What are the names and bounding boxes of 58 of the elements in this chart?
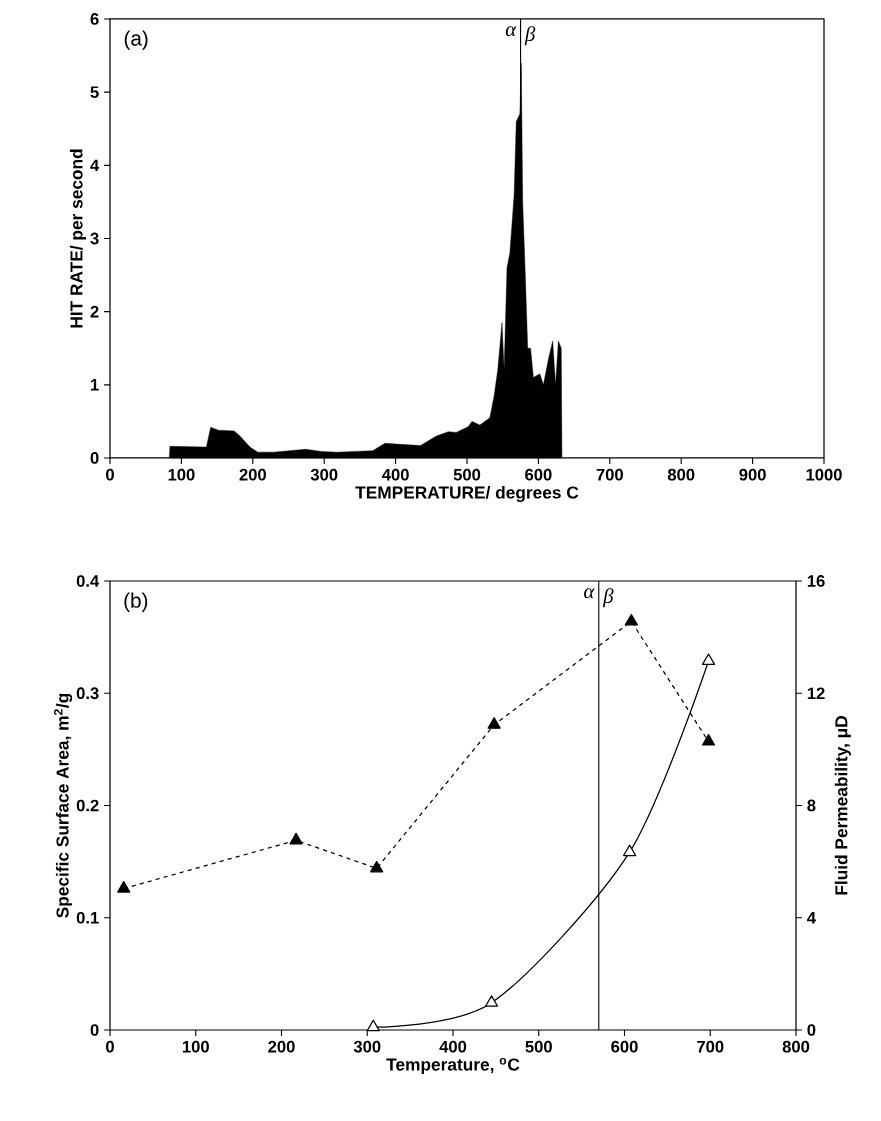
y-tick-label: 0 xyxy=(90,1024,99,1036)
x-tick-label: 600 xyxy=(611,1040,638,1053)
annotation: β xyxy=(524,26,536,46)
annotation: (b) xyxy=(124,592,148,612)
y-tick-label: 3 xyxy=(90,232,99,245)
x-tick-label: 100 xyxy=(168,468,195,481)
annotation: (a) xyxy=(124,30,148,50)
x-tick-label: 100 xyxy=(182,1040,209,1053)
x-tick-label: 900 xyxy=(739,468,766,481)
point xyxy=(484,995,499,1007)
x-tick-label: 500 xyxy=(453,468,481,481)
point xyxy=(370,860,384,873)
x-tick-label: 700 xyxy=(596,468,623,481)
x-tick-label: 800 xyxy=(667,468,695,481)
y2-axis-title: Fluid Permeability, μD xyxy=(834,716,851,895)
y-tick-label: 4 xyxy=(90,159,100,172)
x-tick-label: 300 xyxy=(310,468,338,481)
point xyxy=(117,881,131,893)
y-tick-label: 5 xyxy=(90,86,99,98)
x-tick-label: 1000 xyxy=(806,468,842,481)
y2-tick-label: 4 xyxy=(807,912,816,924)
x-tick-label: 400 xyxy=(382,468,409,481)
point xyxy=(701,733,716,746)
x-tick-label: 300 xyxy=(353,1040,381,1053)
point xyxy=(289,832,303,845)
y-tick-label: 0.4 xyxy=(76,575,100,587)
y2-tick-label: 8 xyxy=(807,799,816,812)
y-tick-label: 0.1 xyxy=(76,911,99,924)
x-tick-label: 700 xyxy=(697,1040,724,1053)
y-tick-label: 6 xyxy=(90,13,99,25)
x-tick-label: 0 xyxy=(106,1040,114,1053)
point xyxy=(366,1019,380,1032)
y-tick-label: 1 xyxy=(91,379,99,391)
annotation: α xyxy=(505,26,517,37)
point xyxy=(624,613,638,626)
point xyxy=(487,717,501,729)
x-tick-label: 500 xyxy=(525,1040,552,1053)
x-axis-title: TEMPERATURE/ degrees C xyxy=(355,485,579,503)
y-tick-label: 2 xyxy=(90,305,99,318)
point xyxy=(701,653,716,666)
y2-tick-label: 0 xyxy=(807,1024,816,1036)
annotation: β xyxy=(602,588,614,608)
annotation: α xyxy=(584,588,595,599)
x-tick-label: 600 xyxy=(525,468,552,481)
y-tick-label: 0.2 xyxy=(76,799,99,812)
point xyxy=(623,844,637,857)
x-axis-title: Temperature, $^{o}$C xyxy=(386,1057,520,1075)
x-tick-label: 400 xyxy=(439,1040,467,1053)
x-tick-label: 800 xyxy=(782,1040,810,1053)
x-tick-label: 0 xyxy=(106,468,114,481)
y-tick-label: 0.3 xyxy=(76,687,99,700)
y2-tick-label: 16 xyxy=(807,575,825,587)
y-tick-label: 0 xyxy=(90,452,99,464)
x-tick-label: 200 xyxy=(239,468,266,481)
y2-tick-label: 12 xyxy=(807,687,825,700)
x-tick-label: 200 xyxy=(268,1040,295,1053)
y-axis-title: Specific Surface Area, m$^{2}$/g xyxy=(54,693,73,918)
y-axis-title: HIT RATE/ per second xyxy=(69,149,86,328)
